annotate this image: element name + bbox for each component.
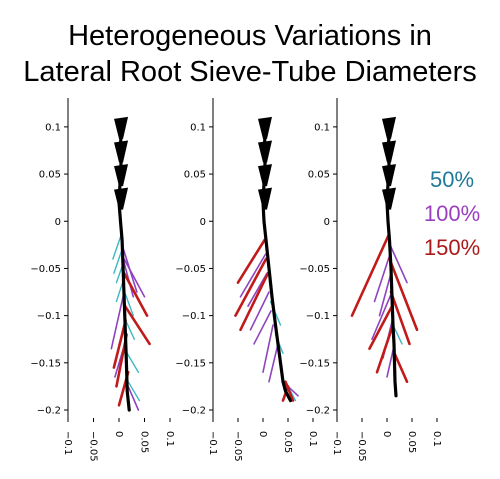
main-root-segment [258,116,272,139]
lateral-root-150pct [239,271,270,332]
y-tick-label: −0.15 [299,358,330,369]
chart-title-line-1: Heterogeneous Variations in [68,20,432,52]
x-tick-label: 0.05 [282,431,293,453]
lateral-root-50pct [123,291,134,317]
main-root-segment [258,164,272,187]
chart-title: Heterogeneous Variations in Lateral Root… [0,18,500,90]
lateral-root-150pct [375,323,395,374]
y-tick-label: −0.2 [37,406,61,417]
chart-title-line-2: Lateral Root Sieve-Tube Diameters [23,56,477,88]
y-tick-label: 0.05 [308,170,330,181]
x-tick-label: 0 [113,431,124,437]
y-tick-label: 0 [200,217,206,228]
lateral-root-150pct [236,238,266,284]
x-tick-label: 0.1 [431,431,442,447]
panels: −0.1 −0.05 0 0.05 0.1 0.1 0.05 0 −0.05 −0.1 −0.15 −… [30,98,442,462]
y-tick-label: 0.05 [184,170,206,181]
lateral-root-150pct [350,234,390,317]
lateral-root-100pct [253,310,272,345]
lateral-root-50pct [127,380,141,402]
lateral-root-50pct [124,319,136,340]
y-tick-label: 0.1 [190,122,206,133]
main-root-series [261,120,293,403]
main-root-segment [114,164,129,187]
lateral-root-100pct [122,258,135,298]
legend: 50% 100% 150% [424,167,480,260]
lateral-root-150pct [393,352,409,383]
lateral-root-100pct [371,291,393,341]
panel-left: −0.1 −0.05 0 0.05 0.1 0.1 0.05 0 −0.05 −0.1 −0.15 −… [30,98,175,462]
main-root-segment [382,164,396,187]
x-tick-label: 0.05 [139,431,150,453]
lateral-root-150pct [389,290,411,346]
y-tick-label: −0.2 [306,406,330,417]
lateral-root-100pct [389,244,408,284]
lateral-root-50pct [126,352,140,373]
lateral-root-100pct [127,385,140,411]
lateral-root-100pct [262,324,274,374]
lateral-root-100pct [373,253,391,303]
main-root-segment [382,187,396,210]
x-tick-label: 0 [381,431,392,437]
y-tick-label: −0.05 [175,264,206,275]
lateral-root-50pct [113,248,123,274]
lateral-root-150pct [123,304,151,346]
y-tick-label: −0.15 [175,358,206,369]
y-tick-label: −0.15 [30,358,61,369]
y-tick-label: −0.1 [37,311,61,322]
lateral-root-100pct [123,258,146,298]
x-tick-label: −0.05 [88,431,99,462]
legend-entry-50pct: 50% [430,167,474,192]
main-root-segment [258,187,272,210]
lateral-root-150pct [122,271,149,317]
lateral-root-100pct [378,272,392,317]
x-tick-label: −0.1 [331,431,342,455]
x-tick-label: 0.1 [164,431,175,447]
lateral-root-50pct [112,234,122,260]
x-tick-label: −0.1 [62,431,73,455]
x-tick-label: −0.05 [356,431,367,462]
lateral-root-150pct [234,257,268,317]
lateral-root-150pct [284,380,295,402]
y-tick-label: 0 [55,217,61,228]
x-tick-label: 0 [257,431,268,437]
main-root-segment [258,140,272,163]
main-root-segment [382,116,396,139]
lateral-root-100pct [110,291,125,350]
main-root-segment [114,116,129,139]
x-tick-label: −0.05 [232,431,243,462]
lateral-root-100pct [239,253,267,298]
lateral-root-150pct [368,304,394,350]
y-tick-label: −0.1 [306,311,330,322]
y-tick-label: −0.1 [182,311,206,322]
y-tick-label: 0.05 [39,170,61,181]
legend-entry-100pct: 100% [424,201,480,226]
legend-entry-150pct: 150% [424,235,480,260]
x-tick-label: 0.1 [307,431,318,447]
panel-right: −0.1 −0.05 0 0.05 0.1 0.1 0.05 0 −0.05 −0.1 −0.15 −… [299,98,442,462]
y-tick-label: 0.1 [314,122,330,133]
main-root-segment [114,140,129,163]
lateral-root-100pct [247,272,268,307]
y-tick-label: −0.2 [182,406,206,417]
y-tick-label: −0.05 [299,264,330,275]
panel-middle: −0.1 −0.05 0 0.05 0.1 0.1 0.05 0 −0.05 −0.1 −0.15 −… [175,98,318,462]
x-tick-label: 0.05 [406,431,417,453]
lateral-root-150pct [388,257,419,332]
lateral-root-100pct [249,291,270,331]
main-root-segment [114,187,129,210]
y-tick-label: 0.1 [45,122,61,133]
main-root-segment [382,140,396,163]
lateral-root-100pct [268,343,279,383]
y-tick-label: 0 [324,217,330,228]
y-tick-label: −0.05 [30,264,61,275]
x-tick-label: −0.1 [207,431,218,455]
